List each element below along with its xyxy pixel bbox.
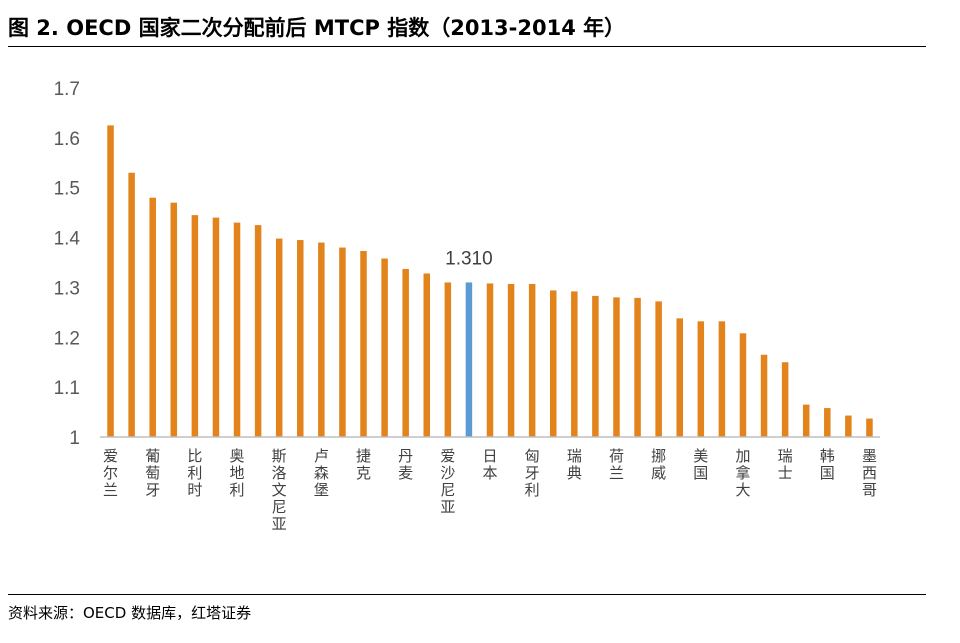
bar	[128, 172, 135, 437]
bar	[634, 297, 641, 437]
x-tick-label: 丹麦	[398, 447, 413, 482]
x-tick-label: 葡萄牙	[145, 447, 160, 499]
source-note: 资料来源：OECD 数据库，红塔证券	[8, 604, 252, 622]
bar	[381, 258, 388, 437]
y-tick-label: 1.7	[54, 79, 80, 100]
bar	[254, 225, 262, 437]
x-tick-label: 瑞士	[778, 447, 793, 482]
x-tick-label: 加拿大	[735, 447, 750, 499]
y-tick-label: 1	[69, 428, 80, 449]
bar	[339, 247, 346, 437]
bar	[845, 415, 852, 437]
x-tick-label: 爱尔兰	[103, 447, 118, 499]
bar	[866, 418, 873, 437]
bar	[275, 238, 283, 437]
bar	[297, 240, 304, 437]
y-tick-label: 1.5	[54, 179, 80, 200]
x-tick-label: 奥地利	[230, 447, 245, 499]
x-tick-label: 比利时	[187, 447, 202, 499]
x-tick-label: 挪威	[651, 447, 666, 482]
bar	[444, 282, 452, 437]
source-rule	[8, 594, 926, 595]
bar	[507, 283, 515, 437]
bar	[318, 242, 325, 437]
title-rule	[8, 46, 926, 47]
y-tick-label: 1.3	[54, 278, 80, 299]
y-tick-label: 1.2	[54, 328, 80, 349]
x-tick-label: 爱沙尼亚	[440, 447, 455, 516]
bar	[549, 290, 557, 437]
bar	[802, 404, 810, 437]
x-tick-label: 墨西哥	[862, 447, 877, 499]
bar	[107, 125, 114, 438]
bar	[592, 295, 599, 437]
bar	[528, 283, 536, 437]
y-tick-label: 1.6	[54, 129, 80, 150]
bar	[212, 217, 220, 437]
bar	[423, 273, 431, 437]
bar	[655, 301, 662, 437]
x-tick-label: 卢森堡	[314, 447, 329, 499]
x-tick-label: 美国	[693, 447, 708, 482]
y-axis: 1 1.1 1.2 1.3 1.4 1.5 1.6 1.7	[54, 79, 81, 449]
bar-highlight	[465, 282, 473, 437]
y-tick-label: 1.4	[54, 229, 81, 250]
bar	[170, 202, 178, 437]
bar	[402, 268, 409, 437]
bar	[360, 251, 367, 437]
chart-title: 图 2. OECD 国家二次分配前后 MTCP 指数（2013-2014 年）	[8, 16, 626, 40]
bar	[486, 283, 494, 437]
bar	[571, 291, 578, 437]
bar	[781, 362, 789, 437]
bars	[107, 125, 873, 438]
x-tick-label: 韩国	[820, 447, 835, 482]
bar	[233, 222, 241, 437]
x-tick-label: 瑞典	[567, 447, 582, 482]
x-tick-label: 日本	[482, 447, 497, 482]
x-tick-label: 捷克	[356, 447, 371, 482]
bar	[191, 215, 199, 437]
bar	[824, 408, 831, 437]
bar	[718, 321, 726, 437]
bar	[149, 197, 156, 437]
bar	[739, 333, 747, 437]
x-tick-label: 斯洛文尼亚	[272, 447, 287, 533]
bar	[697, 321, 705, 437]
data-label: 1.310	[445, 248, 493, 269]
y-tick-label: 1.1	[54, 378, 80, 399]
bar	[613, 297, 620, 437]
bar	[760, 354, 768, 437]
x-tick-label: 荷兰	[609, 447, 624, 482]
bar-chart: 1 1.1 1.2 1.3 1.4 1.5 1.6 1.7 爱尔兰 葡萄牙 比利时 奥地利 斯洛文尼亚…	[54, 79, 880, 533]
x-tick-label: 匈牙利	[525, 447, 540, 499]
bar	[676, 318, 683, 437]
